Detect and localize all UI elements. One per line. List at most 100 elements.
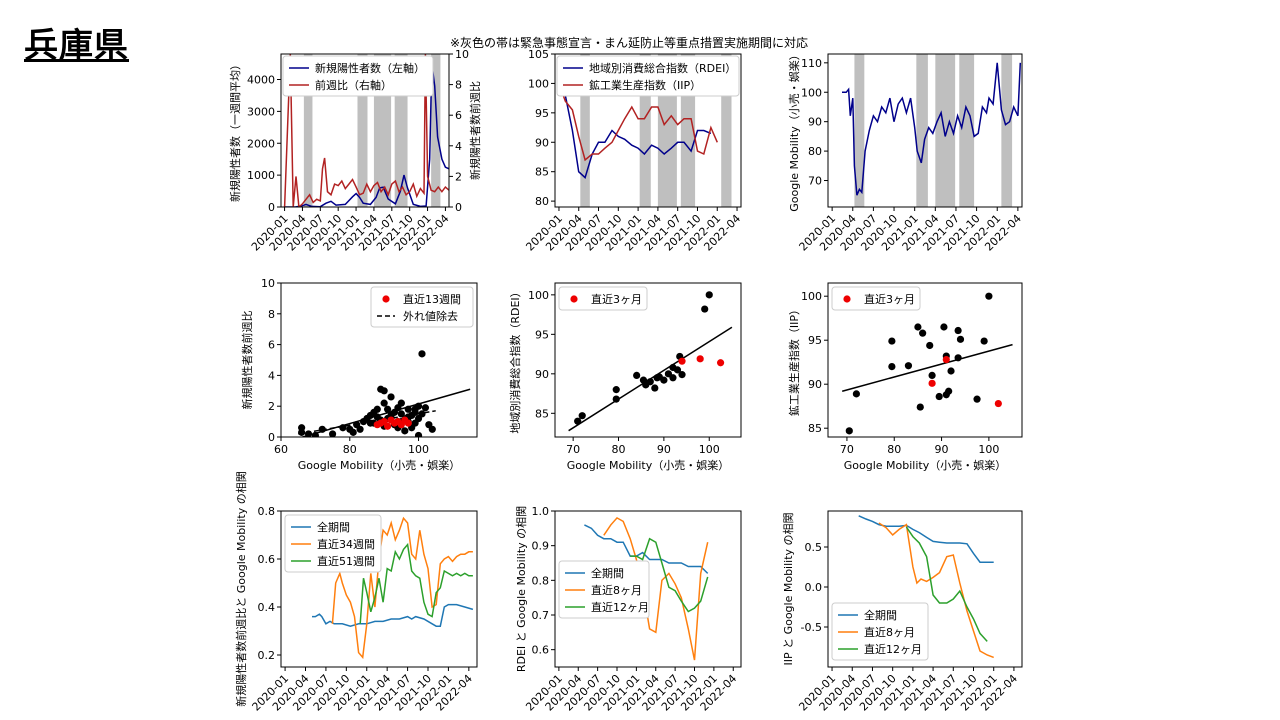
y-tick-label: 6 bbox=[268, 339, 275, 352]
y-tick-label: 70 bbox=[808, 175, 822, 188]
scatter-point bbox=[328, 430, 337, 437]
y-tick-label: 100 bbox=[801, 86, 822, 99]
scatter-point bbox=[404, 405, 412, 413]
y-tick-label: 0.9 bbox=[532, 540, 550, 553]
axes-frame bbox=[827, 282, 1023, 438]
scatter-point-recent bbox=[404, 419, 412, 427]
scatter-point bbox=[612, 395, 620, 403]
scatter-point bbox=[651, 384, 659, 392]
legend-label: 直近8ヶ月 bbox=[591, 583, 642, 597]
legend-label: 直近12ヶ月 bbox=[864, 642, 922, 656]
y-tick-label: 4000 bbox=[247, 74, 275, 87]
y2-tick-label: 4 bbox=[455, 140, 462, 153]
legend-box bbox=[284, 514, 382, 573]
y-tick-label: 0.4 bbox=[258, 601, 276, 614]
scatter-point bbox=[980, 337, 988, 345]
x-tick-label: 100 bbox=[978, 443, 999, 456]
scatter-point bbox=[418, 410, 426, 418]
scatter-point bbox=[954, 354, 962, 362]
y2-tick-label: 0 bbox=[455, 201, 462, 214]
scatter-point-recent bbox=[928, 379, 936, 387]
y-tick-label: 3000 bbox=[247, 105, 275, 118]
scatter-point bbox=[612, 386, 620, 394]
series-line-全期間 bbox=[312, 603, 474, 627]
legend-label: 直近8ヶ月 bbox=[864, 625, 915, 639]
y-axis-label: 鉱工業生産指数（IIP） bbox=[787, 304, 801, 416]
axes-frame bbox=[554, 53, 742, 208]
y2-tick-label: 8 bbox=[455, 79, 462, 92]
scatter-point bbox=[954, 326, 962, 335]
scatter-point bbox=[311, 431, 319, 437]
scatter-point bbox=[904, 362, 913, 370]
series-line-直近34週間 bbox=[331, 516, 473, 660]
scatter-point bbox=[380, 399, 388, 407]
x-axis-label: Google Mobility（小売・娯楽） bbox=[844, 458, 1006, 472]
scatter-point bbox=[318, 425, 326, 433]
scatter-point bbox=[701, 305, 709, 313]
scatter-point bbox=[428, 425, 436, 433]
axes-frame bbox=[554, 282, 742, 438]
scatter-point-recent bbox=[994, 399, 1002, 408]
y-tick-label: 90 bbox=[808, 116, 822, 129]
shaded-band bbox=[580, 54, 590, 207]
axes-frame bbox=[280, 282, 478, 438]
x-tick-label: 80 bbox=[887, 443, 901, 456]
legend-label: 新規陽性者数（左軸） bbox=[315, 61, 425, 75]
y-axis-label: IIP と Google Mobility の相関 bbox=[782, 512, 795, 665]
y-tick-label: 0 bbox=[268, 431, 275, 444]
series-line-前週比（右軸） bbox=[283, 54, 449, 207]
axes-frame bbox=[280, 53, 450, 208]
legend-swatch bbox=[843, 295, 851, 303]
x-tick-label: 100 bbox=[408, 443, 429, 456]
series-line-全期間 bbox=[584, 524, 709, 574]
y-axis-label: 新規陽性者数前週比 bbox=[240, 311, 254, 410]
shaded-band bbox=[431, 54, 441, 207]
y-axis-label: 地域別消費総合指数（RDEI） bbox=[508, 286, 522, 433]
series-line-新規陽性者数（左軸） bbox=[284, 63, 449, 207]
scatter-point bbox=[380, 387, 388, 395]
x-tick-label: 70 bbox=[566, 443, 580, 456]
x-tick-label: 80 bbox=[343, 443, 357, 456]
scatter-point bbox=[574, 417, 582, 425]
series-line-Google Mobility bbox=[842, 62, 1022, 196]
y-tick-label: 0.2 bbox=[258, 649, 276, 662]
scatter-point bbox=[852, 390, 860, 398]
y2-tick-label: 2 bbox=[455, 170, 462, 183]
scatter-point bbox=[973, 395, 981, 403]
y-tick-label: 0.6 bbox=[532, 644, 550, 657]
x-axis-label: Google Mobility（小売・娯楽） bbox=[567, 458, 729, 472]
plot-area bbox=[842, 62, 1022, 196]
shaded-band bbox=[639, 54, 651, 207]
series-line-直近12ヶ月 bbox=[905, 526, 988, 642]
y-tick-label: 0.0 bbox=[805, 581, 823, 594]
scatter-point bbox=[421, 404, 430, 412]
scatter-point bbox=[916, 403, 924, 411]
y-tick-label: 0.8 bbox=[532, 574, 550, 587]
y-axis-label: RDEI と Google Mobility の相関 bbox=[515, 506, 528, 672]
plot-area bbox=[568, 291, 733, 432]
y-tick-label: 0.6 bbox=[258, 553, 276, 566]
shaded-band bbox=[357, 54, 368, 207]
scatter-point bbox=[888, 363, 896, 371]
shaded-band bbox=[303, 54, 313, 207]
scatter-point bbox=[578, 412, 586, 420]
y-tick-label: 0.8 bbox=[258, 505, 276, 518]
legend-label: 外れ値除去 bbox=[403, 309, 458, 323]
shaded-band bbox=[854, 54, 865, 207]
scatter-point bbox=[349, 428, 357, 436]
y-tick-label: 100 bbox=[528, 77, 549, 90]
y-tick-label: 80 bbox=[535, 195, 549, 208]
scatter-point-recent bbox=[383, 422, 392, 430]
series-line-直近8ヶ月 bbox=[878, 522, 994, 659]
y-tick-label: 105 bbox=[528, 48, 549, 61]
plot-area bbox=[584, 516, 709, 661]
legend-label: 全期間 bbox=[591, 566, 624, 580]
legend-label: 直近3ヶ月 bbox=[864, 292, 915, 306]
scatter-point bbox=[914, 323, 922, 331]
scatter-point bbox=[705, 291, 713, 299]
